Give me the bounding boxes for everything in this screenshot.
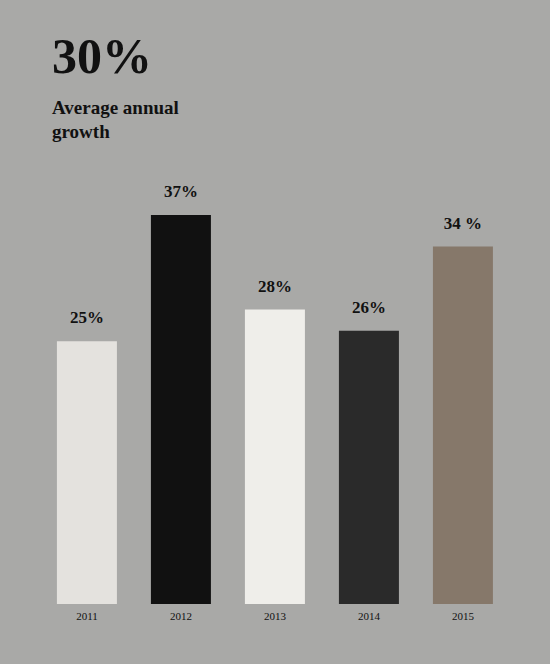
svg-text:2013: 2013 bbox=[264, 610, 287, 622]
svg-text:2012: 2012 bbox=[170, 610, 192, 622]
svg-text:28%: 28% bbox=[258, 277, 292, 296]
html-text:30%: 30% bbox=[52, 28, 152, 84]
html-text:Average annual growth: Average annual growth bbox=[52, 97, 179, 142]
svg-text:34 %: 34 % bbox=[444, 214, 482, 233]
svg-text:2015: 2015 bbox=[452, 610, 475, 622]
svg-text:37%: 37% bbox=[164, 182, 198, 201]
svg-text:26%: 26% bbox=[352, 298, 386, 317]
svg-text:2014: 2014 bbox=[358, 610, 381, 622]
svg-text:2011: 2011 bbox=[76, 610, 98, 622]
svg-text:25%: 25% bbox=[70, 308, 104, 327]
